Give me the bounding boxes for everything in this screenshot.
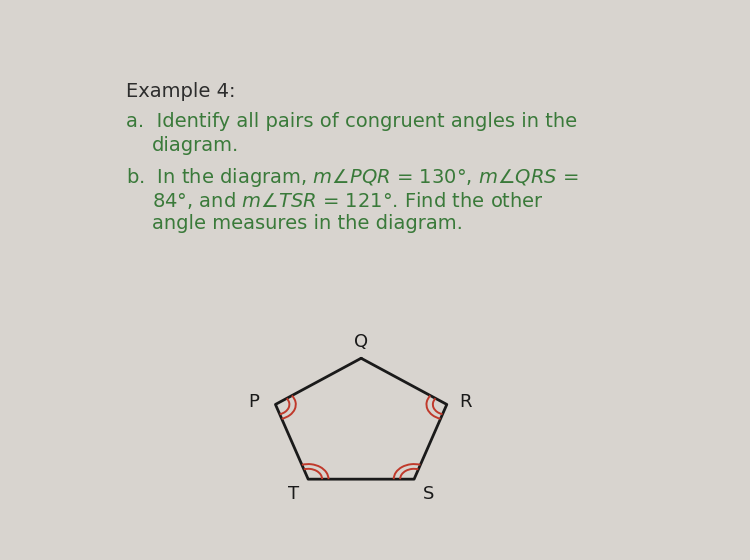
Text: a.  Identify all pairs of congruent angles in the: a. Identify all pairs of congruent angle…	[126, 113, 577, 132]
Text: Example 4:: Example 4:	[126, 82, 236, 101]
Text: diagram.: diagram.	[152, 136, 239, 155]
Text: T: T	[288, 486, 299, 503]
Text: angle measures in the diagram.: angle measures in the diagram.	[152, 214, 463, 233]
Text: Q: Q	[354, 333, 368, 351]
Text: P: P	[248, 393, 259, 411]
Text: 84°, and $m\angle TSR$ = 121°. Find the other: 84°, and $m\angle TSR$ = 121°. Find the …	[152, 190, 544, 211]
Text: b.  In the diagram, $m\angle PQR$ = 130°, $m\angle QRS$ =: b. In the diagram, $m\angle PQR$ = 130°,…	[126, 166, 578, 189]
Text: R: R	[459, 393, 472, 411]
Text: S: S	[423, 486, 434, 503]
